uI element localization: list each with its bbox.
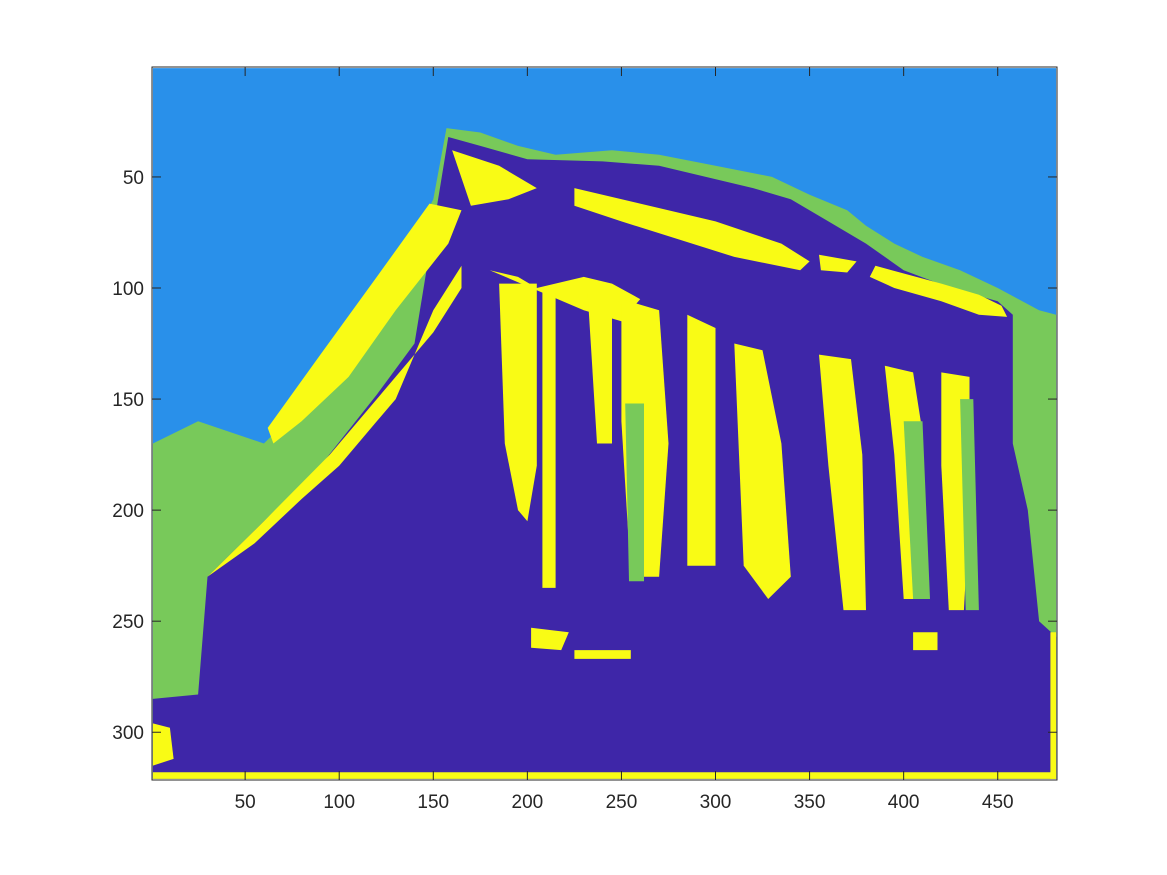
region-class-4 bbox=[913, 632, 938, 651]
x-tick-label: 100 bbox=[323, 792, 355, 813]
region-class-4 bbox=[531, 627, 569, 651]
region-class-3 bbox=[903, 421, 930, 599]
region-class-4 bbox=[587, 292, 612, 444]
region-class-4 bbox=[499, 283, 537, 522]
x-tick-label: 450 bbox=[982, 792, 1014, 813]
y-tick-label: 50 bbox=[123, 168, 144, 189]
region-class-4 bbox=[452, 150, 537, 206]
x-tick-label: 350 bbox=[794, 792, 826, 813]
region-class-4 bbox=[819, 354, 866, 611]
region-class-4 bbox=[542, 288, 556, 588]
region-class-4 bbox=[152, 772, 1057, 779]
x-tick-label: 400 bbox=[888, 792, 920, 813]
y-tick-label: 250 bbox=[112, 612, 144, 633]
y-tick-label: 100 bbox=[112, 279, 144, 300]
plot-area bbox=[152, 68, 1057, 779]
region-class-4 bbox=[152, 723, 174, 766]
x-tick-label: 50 bbox=[235, 792, 256, 813]
region-class-4 bbox=[687, 314, 716, 566]
region-class-4 bbox=[574, 650, 631, 659]
region-class-3 bbox=[960, 399, 979, 611]
region-class-4 bbox=[819, 254, 857, 273]
region-class-3 bbox=[625, 403, 644, 582]
x-tick-label: 300 bbox=[700, 792, 732, 813]
y-tick-label: 300 bbox=[112, 723, 144, 744]
y-tick-label: 150 bbox=[112, 390, 144, 411]
x-axis: 50 100 150 200 250 300 350 400 450 bbox=[235, 67, 1014, 813]
region-class-4 bbox=[574, 188, 810, 271]
x-tick-label: 150 bbox=[417, 792, 449, 813]
x-tick-label: 250 bbox=[606, 792, 638, 813]
x-tick-label: 200 bbox=[512, 792, 544, 813]
y-axis: 50 100 150 200 250 300 bbox=[112, 168, 1057, 744]
region-class-4 bbox=[734, 343, 791, 599]
region-class-4 bbox=[267, 203, 462, 444]
region-class-1 bbox=[152, 137, 1057, 779]
axes-box bbox=[151, 66, 1058, 781]
region-class-4 bbox=[1050, 632, 1057, 779]
y-tick-label: 200 bbox=[112, 501, 144, 522]
region-class-4 bbox=[869, 265, 1008, 317]
